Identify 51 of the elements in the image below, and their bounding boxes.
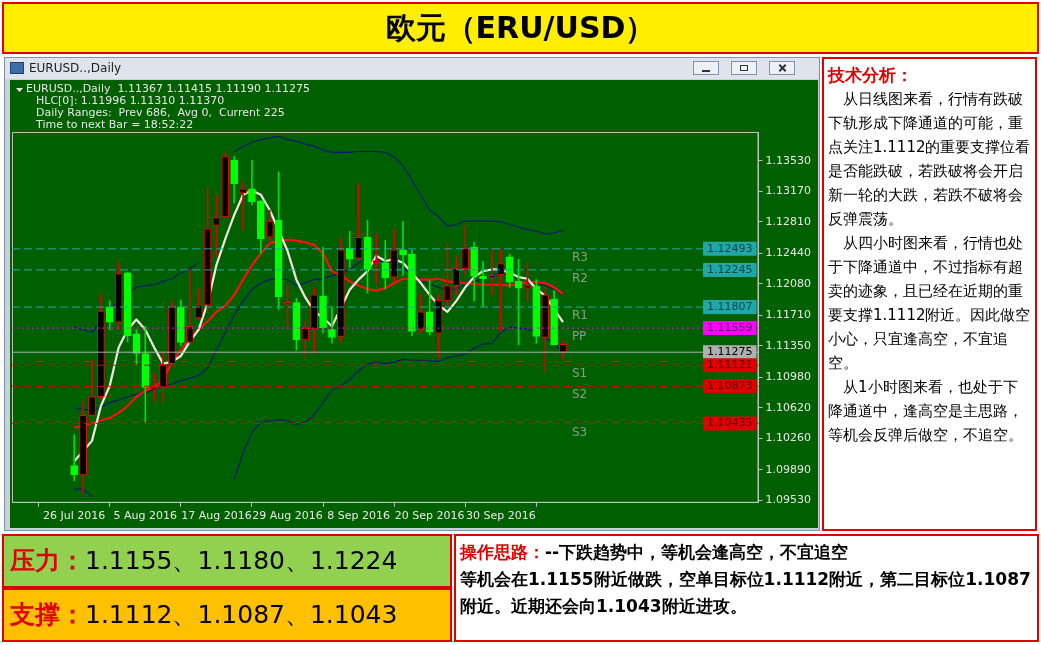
text: HLC[0]: 1.11996 1.11310 1.11370 xyxy=(36,94,225,108)
text: 操作思路：--下跌趋势中，等机会逢高空，不宜追空 xyxy=(460,542,849,562)
x-tick-label: 20 Sep 2016 xyxy=(394,509,465,523)
text: 技术分析： xyxy=(828,64,914,87)
y-tick-label: 1.12080 xyxy=(765,276,812,290)
candlestick xyxy=(496,248,505,332)
chart-title: 欧元（ERU/USD） xyxy=(2,2,1039,54)
ref-line-label: S3 xyxy=(571,424,588,439)
candlestick xyxy=(185,269,194,344)
annotation: 1.11807 xyxy=(707,299,753,313)
y-tick-label: 1.10620 xyxy=(765,400,812,414)
text: EURUSD..,Daily xyxy=(29,61,122,75)
annotation: 1.11121 xyxy=(707,358,753,372)
text: 压力：1.1155、1.1180、1.1224 xyxy=(10,546,398,575)
x-tick-label: 8 Sep 2016 xyxy=(327,509,390,523)
y-tick-label: 1.12810 xyxy=(765,214,812,228)
y-tick-label: 1.11350 xyxy=(765,338,812,352)
ref-line-label: PP xyxy=(571,329,587,344)
x-tick-label: 5 Aug 2016 xyxy=(113,509,178,523)
text: 支撑：1.1112、1.1087、1.1043 xyxy=(10,600,398,629)
text: 从1小时图来看，也处于下降通道中，逢高空是主思路，等机会反弹后做空，不追空。 xyxy=(828,377,1024,446)
text: 从日线图来看，行情有跌破下轨形成下降通道的可能，重点关注1.1112的重要支撑位看是否能跌破，若跌破将会开启新一轮的大跌，若跌不破将会反弹震荡。 xyxy=(828,89,1031,230)
y-tick-label: 1.13170 xyxy=(765,184,812,198)
ref-line-label: S2 xyxy=(571,387,588,402)
text: EURUSD..,Daily 1.11367 1.11415 1.11190 1.11275 xyxy=(26,82,310,96)
y-tick-label: 1.10260 xyxy=(765,431,812,445)
y-tick-label: 1.09530 xyxy=(765,493,812,507)
x-tick-label: 29 Aug 2016 xyxy=(252,509,323,523)
text: 等机会在1.1155附近做跌，空单目标位1.1112附近，第二目标位1.1087附近。近期还会向1.1043附近进攻。 xyxy=(460,568,1032,618)
candlestick xyxy=(70,434,79,482)
annotation: 1.11559 xyxy=(707,320,753,334)
x-tick-label: 17 Aug 2016 xyxy=(181,509,252,523)
x-tick-label: 26 Jul 2016 xyxy=(43,509,106,523)
y-tick-label: 1.13530 xyxy=(765,153,812,167)
annotation: 1.12245 xyxy=(707,262,753,276)
ref-line-label: R3 xyxy=(571,249,588,264)
y-tick-label: 1.09890 xyxy=(765,462,812,476)
x-tick-label: 30 Sep 2016 xyxy=(465,509,536,523)
text: Time to next Bar = 18:52:22 xyxy=(35,118,194,132)
ref-line-label: R2 xyxy=(571,271,588,286)
ref-line-label: R1 xyxy=(571,308,588,323)
y-tick-label: 1.12440 xyxy=(765,246,812,260)
y-tick-label: 1.11710 xyxy=(765,308,812,322)
annotation: 1.11275 xyxy=(707,345,753,359)
ref-line-label: S1 xyxy=(571,366,588,381)
annotation: 1.10435 xyxy=(707,416,753,430)
text: 从四小时图来看，行情也处于下降通道中，不过指标有超卖的迹象，且已经在近期的重要支撑1.1112附近。因此做空小心，只宜逢高空，不宜追空。 xyxy=(828,233,1031,374)
y-tick-label: 1.10980 xyxy=(765,370,812,384)
annotation: 1.10873 xyxy=(707,379,753,393)
annotation: 1.12493 xyxy=(707,241,753,255)
text: Daily Ranges: Prev 686, Avg 0, Current 225 xyxy=(36,106,285,120)
